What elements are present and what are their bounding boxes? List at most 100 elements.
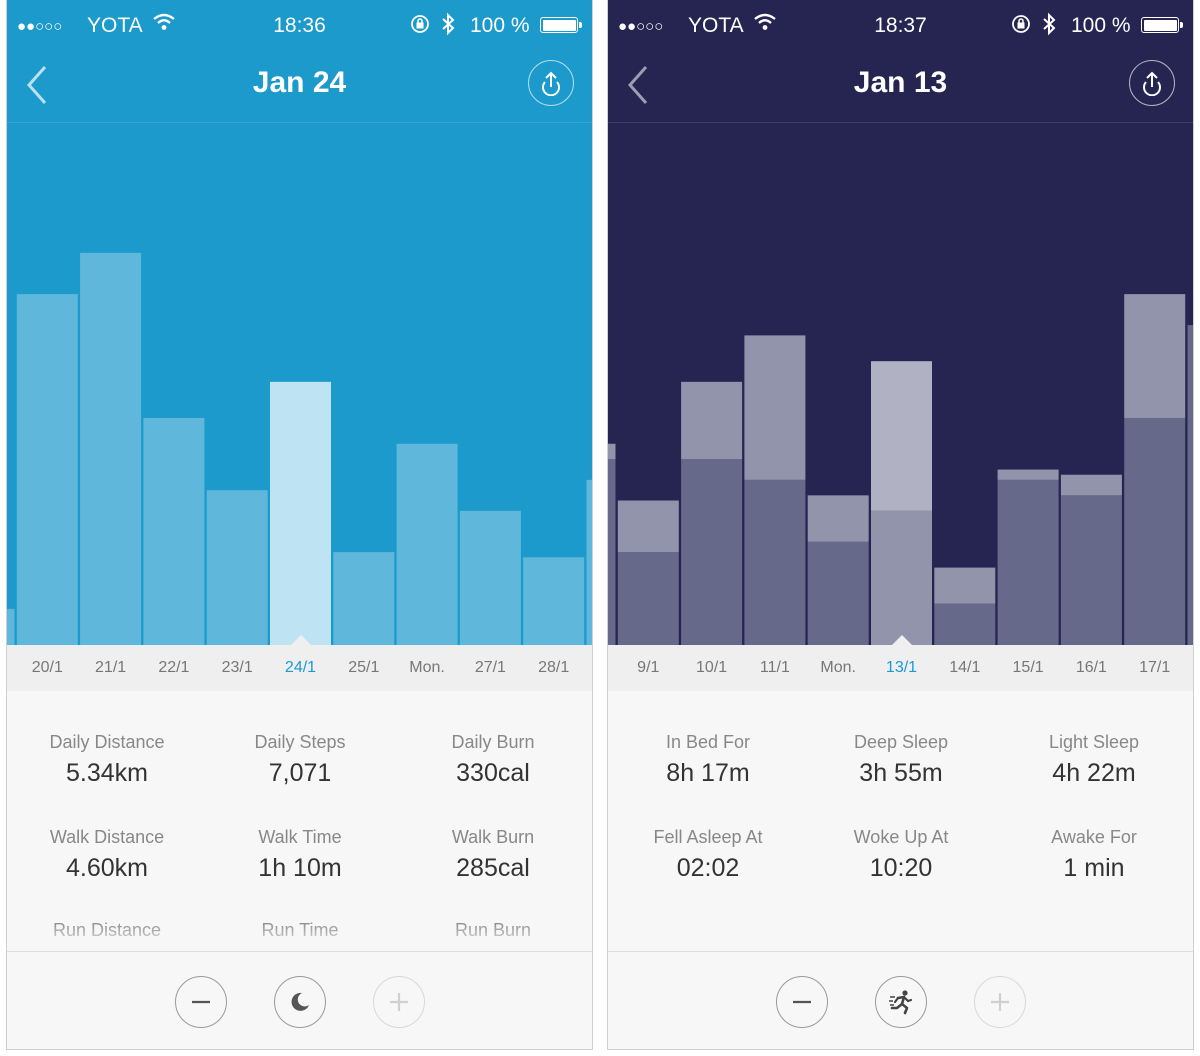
bluetooth-icon: [440, 12, 456, 42]
sleep-mode-button[interactable]: [274, 976, 326, 1028]
wifi-icon: [753, 12, 777, 38]
light-sleep-bar[interactable]: [871, 361, 932, 511]
carrier-name: YOTA: [688, 14, 744, 37]
light-sleep-bar[interactable]: [681, 381, 743, 460]
steps-bar-chart: [7, 252, 594, 645]
deep-sleep-bar[interactable]: [681, 459, 743, 645]
stat-value: 1h 10m: [258, 854, 342, 882]
selected-date-pointer: [290, 635, 311, 645]
stats-panel: Awake For 1 min Woke Up At 10:20 Fell Asleep…: [608, 691, 1193, 951]
steps-bar[interactable]: [523, 557, 585, 645]
date-label[interactable]: 17/1: [1139, 659, 1171, 676]
stat-item: Walk Distance 4.60km: [9, 827, 205, 883]
date-label[interactable]: 15/1: [1012, 659, 1044, 676]
date-label[interactable]: Mon.: [409, 659, 445, 676]
orientation-lock-icon: [409, 13, 431, 41]
stat-item: Fell Asleep At 02:02: [610, 827, 806, 883]
bluetooth-icon: [1041, 12, 1057, 42]
stat-value: 8h 17m: [666, 759, 750, 787]
deep-sleep-bar[interactable]: [617, 552, 679, 645]
stat-label: Fell Asleep At: [653, 827, 763, 847]
light-sleep-bar[interactable]: [744, 335, 806, 480]
stat-item: Daily Steps 7,071: [202, 732, 398, 788]
deep-sleep-bar[interactable]: [1187, 325, 1195, 645]
stat-value: 10:20: [869, 854, 933, 882]
steps-bar[interactable]: [80, 252, 142, 645]
share-button[interactable]: [528, 60, 574, 106]
date-label[interactable]: 24/1: [284, 659, 317, 676]
date-strip: 9/1 10/1 11/1 Mon. 13/1 14/1 15/1 16/1 17/1: [608, 635, 1193, 691]
steps-bar[interactable]: [586, 479, 594, 645]
zoom-out-button[interactable]: [175, 976, 227, 1028]
date-label[interactable]: 11/1: [759, 659, 790, 676]
steps-bar[interactable]: [270, 381, 331, 645]
light-sleep-bar[interactable]: [617, 500, 679, 553]
stat-label: Walk Burn: [451, 827, 535, 847]
activity-mode-button[interactable]: [875, 976, 927, 1028]
stat-value: 4.60km: [66, 854, 148, 882]
light-sleep-bar[interactable]: [1060, 474, 1122, 496]
light-sleep-bar[interactable]: [807, 495, 869, 542]
light-sleep-bar[interactable]: [997, 469, 1059, 480]
date-label[interactable]: 16/1: [1075, 659, 1107, 676]
stat-value: 7,071: [268, 759, 332, 787]
stat-item: Woke Up At 10:20: [803, 827, 999, 883]
date-label[interactable]: 22/1: [158, 659, 190, 676]
steps-bar[interactable]: [333, 552, 395, 645]
steps-bar[interactable]: [7, 608, 15, 645]
light-sleep-bar[interactable]: [934, 567, 996, 604]
sleep-screen: ●●○○○ YOTA 18:37 100 % Jan 13 9/: [607, 0, 1194, 1050]
stat-label: Daily Burn: [451, 732, 535, 752]
date-label[interactable]: Mon.: [820, 659, 856, 676]
steps-bar[interactable]: [396, 443, 458, 645]
steps-screen: ●●○○○ YOTA 18:36 100 % Jan 24 20: [6, 0, 593, 1050]
stat-item: Daily Burn 330cal: [395, 732, 591, 788]
stat-item: Awake For 1 min: [996, 827, 1192, 883]
status-bar: ●●○○○ YOTA 18:36 100 %: [7, 0, 592, 52]
steps-chart[interactable]: [7, 123, 592, 645]
wifi-icon: [152, 12, 176, 38]
steps-bar[interactable]: [459, 510, 521, 645]
date-label[interactable]: 9/1: [637, 659, 660, 676]
signal-dots-icon: ●●○○○: [17, 18, 63, 35]
stat-label: Daily Steps: [254, 732, 346, 752]
date-label[interactable]: 20/1: [31, 659, 63, 676]
deep-sleep-bar[interactable]: [744, 479, 806, 645]
back-button[interactable]: [620, 63, 656, 107]
zoom-out-button[interactable]: [776, 976, 828, 1028]
light-sleep-bar[interactable]: [1124, 294, 1186, 418]
date-label[interactable]: 27/1: [474, 659, 506, 676]
deep-sleep-bar[interactable]: [934, 603, 996, 645]
deep-sleep-bar[interactable]: [1124, 417, 1186, 645]
date-label[interactable]: 23/1: [221, 659, 253, 676]
light-sleep-bar[interactable]: [608, 443, 616, 460]
date-label[interactable]: 25/1: [348, 659, 380, 676]
stat-label: Light Sleep: [1048, 732, 1140, 752]
steps-bar[interactable]: [206, 490, 268, 645]
zoom-in-button[interactable]: [373, 976, 425, 1028]
deep-sleep-bar[interactable]: [1060, 495, 1122, 645]
back-button[interactable]: [19, 63, 55, 107]
zoom-in-button[interactable]: [974, 976, 1026, 1028]
stat-value: 5.34km: [66, 759, 148, 787]
date-label[interactable]: 10/1: [696, 659, 728, 676]
deep-sleep-bar[interactable]: [997, 479, 1059, 645]
status-time: 18:37: [874, 14, 927, 37]
battery-icon: [540, 17, 582, 33]
plus-icon: [390, 993, 408, 1011]
stat-item: Walk Time 1h 10m: [202, 827, 398, 883]
steps-bar[interactable]: [143, 417, 205, 645]
stat-label: Walk Time: [258, 827, 342, 847]
sleep-bar-chart: [608, 294, 1195, 645]
sleep-chart[interactable]: [608, 123, 1193, 645]
date-label[interactable]: 13/1: [885, 659, 918, 676]
moon-icon: [291, 992, 309, 1011]
deep-sleep-bar[interactable]: [807, 541, 869, 645]
date-label[interactable]: 14/1: [949, 659, 981, 676]
date-label[interactable]: 21/1: [95, 659, 127, 676]
share-button[interactable]: [1129, 60, 1175, 106]
deep-sleep-bar[interactable]: [608, 459, 616, 645]
date-label[interactable]: 28/1: [538, 659, 570, 676]
deep-sleep-bar[interactable]: [871, 510, 932, 645]
steps-bar[interactable]: [16, 294, 78, 645]
